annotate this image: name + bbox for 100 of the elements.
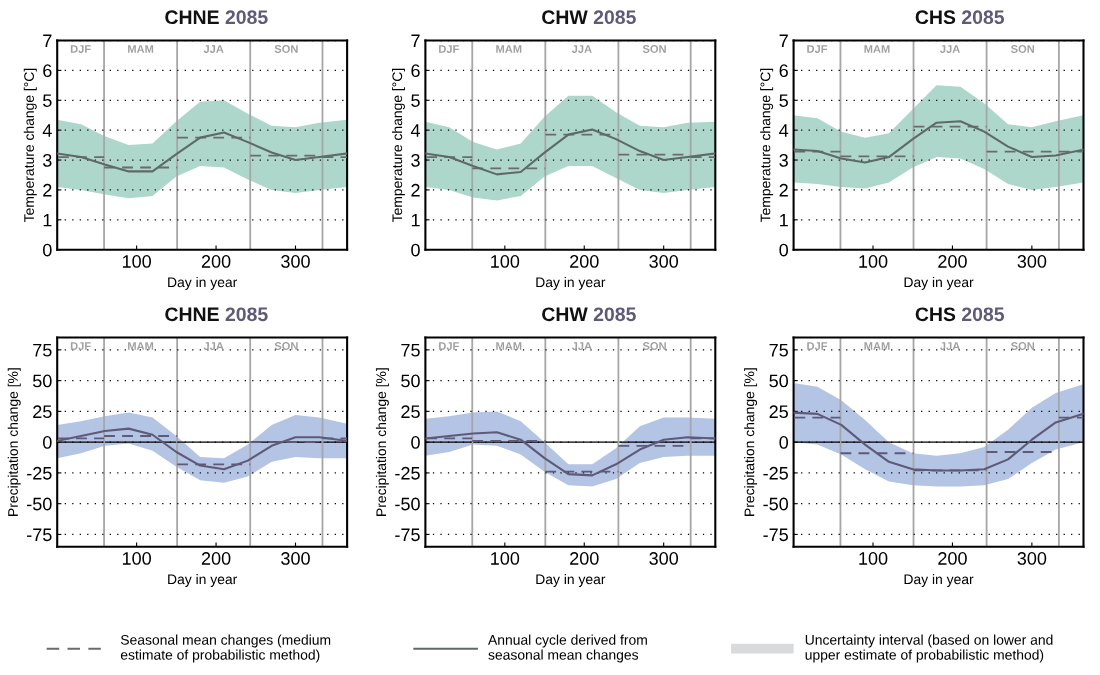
y-tick-label: 5 [411,94,420,107]
chart-title: CHS [915,307,956,322]
x-tick-label: 100 [122,552,151,565]
y-axis-title: Temperature change [°C] [23,68,37,223]
annotation: JJA [203,45,224,53]
y-tick-label: -50 [763,497,789,511]
y-axis-title: Temperature change [°C] [760,68,774,223]
y-tick-label: 0 [411,436,420,449]
y-tick-label: 3 [42,153,52,167]
line-series [793,120,1084,164]
y-tick-label: 75 [33,343,52,357]
y-tick-label: -50 [395,497,420,511]
y-tick-label: 0 [43,436,52,449]
x-tick-label: 100 [122,255,151,268]
y-tick-label: 4 [779,124,789,137]
legend-label: Seasonal mean changes (medium estimate of probabilistic method) [120,634,331,663]
chart-title: CHNE [165,307,219,322]
chart-subtitle: 2085 [593,307,636,322]
y-tick-label: 3 [411,153,420,167]
text: Uncertainty interval (based on lower and upper estimate of probabilistic method) [805,634,1053,663]
y-tick-label: 3 [779,153,788,167]
y-tick-label: 75 [769,343,788,357]
y-tick-label: 2 [411,183,420,197]
chart-title: CHW [542,307,588,322]
y-tick-label: 6 [779,64,788,78]
x-axis-title: Day in year [168,574,238,587]
annotation: JJA [940,342,960,350]
y-axis-title: Precipitation change [%] [375,368,389,516]
chart-subtitle: 2085 [593,10,636,25]
x-tick-label: 200 [201,552,231,565]
y-tick-label: 50 [32,374,52,388]
x-tick-label: 100 [491,255,520,268]
y-tick-label: -25 [395,466,420,480]
x-axis-title: Day in year [168,276,238,290]
y-tick-label: -25 [27,466,52,480]
annotation: SON [274,45,298,53]
chart-title: CHS [915,10,956,25]
x-tick-label: 100 [491,552,520,565]
y-tick-label: 0 [411,243,420,257]
annotation: JJA [571,342,592,350]
y-tick-label: 2 [43,183,52,197]
annotation: MAM [128,45,154,53]
annotation: SON [642,45,666,53]
y-tick-label: -75 [763,528,788,542]
y-tick-label: 1 [411,213,420,227]
x-tick-label: 300 [649,552,679,565]
annotation: MAM [864,45,890,53]
y-axis-title: Precipitation change [%] [7,368,21,516]
y-tick-label: 4 [410,124,420,137]
x-tick-label: 200 [570,552,599,565]
chart-title: CHNE [165,10,219,25]
chart-subtitle: 2085 [225,10,268,25]
y-tick-label: 5 [779,94,788,107]
chart-subtitle: 2085 [962,10,1005,25]
x-axis-title: Day in year [536,574,606,587]
x-axis-title: Day in year [904,276,974,290]
annotation: DJF [807,342,828,350]
y-tick-label: 2 [779,183,788,197]
annotation: DJF [807,45,828,53]
x-tick-label: 200 [570,255,599,268]
y-tick-label: 50 [769,374,789,388]
annotation: DJF [439,342,459,350]
x-axis-title: Day in year [904,574,974,587]
y-tick-label: 7 [43,34,52,48]
y-tick-label: 0 [43,243,52,257]
x-tick-label: 100 [859,255,888,268]
y-tick-label: 7 [779,34,788,48]
annotation: DJF [70,342,91,350]
x-tick-label: 300 [1017,552,1047,565]
x-tick-label: 200 [938,552,967,565]
y-tick-label: -75 [27,528,52,542]
annotation: JJA [940,45,960,53]
annotation: SON [274,342,298,350]
x-tick-label: 200 [201,255,231,268]
y-tick-label: -25 [763,466,788,480]
x-tick-label: 100 [859,552,888,565]
chart-subtitle: 2085 [962,307,1005,322]
x-tick-label: 200 [938,255,967,268]
y-tick-label: 0 [779,436,789,449]
annotation: SON [1011,342,1035,350]
y-tick-label: 6 [411,64,420,78]
y-tick-label: 6 [43,64,52,78]
y-tick-label: 5 [43,94,52,107]
annotation: JJA [571,45,592,53]
y-tick-label: -75 [395,528,420,542]
x-tick-label: 300 [281,255,310,268]
y-axis-title: Temperature change [°C] [391,68,405,223]
y-tick-label: 25 [769,405,788,419]
annotation: SON [642,342,666,350]
y-tick-label: 1 [780,213,788,227]
chart-subtitle: 2085 [225,307,268,322]
line-series [425,128,716,176]
annotation: DJF [70,45,91,53]
annotation: MAM [864,342,890,350]
annotation: MAM [128,342,154,350]
annotation: MAM [496,45,522,53]
annotation: MAM [496,342,522,350]
x-tick-label: 300 [1017,255,1047,268]
annotation: SON [1011,45,1035,53]
annotation: JJA [203,342,224,350]
